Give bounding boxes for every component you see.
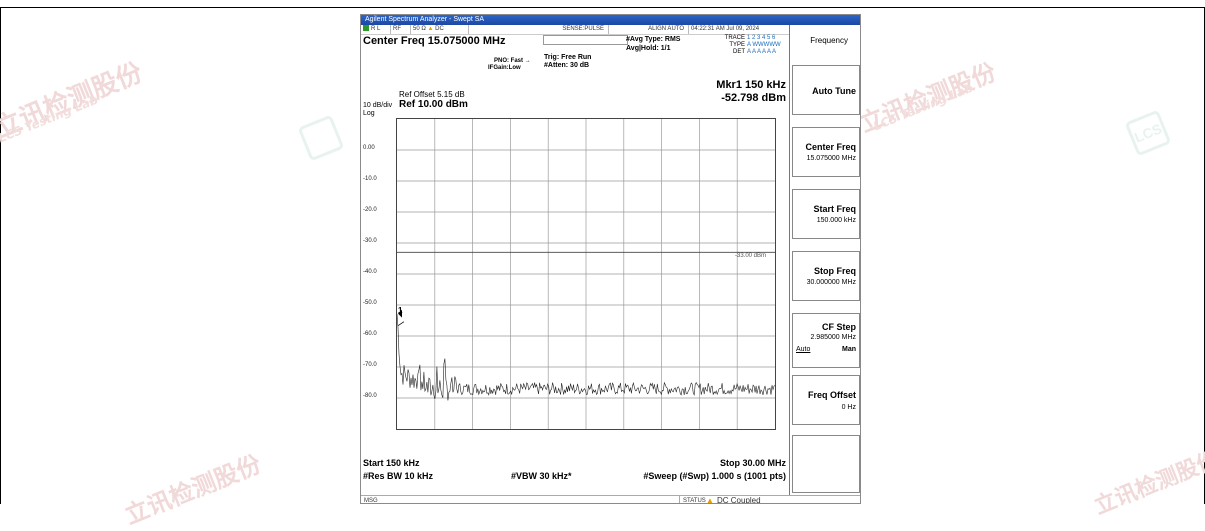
frequency-menu-title: Frequency xyxy=(792,27,860,55)
sweep-readout: #Sweep (#Swp) 1.000 s (1001 pts) xyxy=(643,471,786,481)
avg-hold-label: Avg|Hold: 1/1 xyxy=(626,45,671,52)
y-tick-label: -50.0 xyxy=(363,300,377,306)
impedance-indicator: 50 Ω ▲ DC xyxy=(411,25,469,34)
watermark-text: 立讯检测股份 xyxy=(120,449,265,530)
cf-step-button[interactable]: CF Step 2.985000 MHz Auto Man xyxy=(792,313,860,368)
start-freq-button[interactable]: Start Freq 150.000 kHz xyxy=(792,189,860,239)
rl-indicator: R L xyxy=(361,25,391,34)
atten-label: #Atten: 30 dB xyxy=(544,62,590,69)
lxi-icon xyxy=(363,25,369,32)
trig-label: Trig: Free Run xyxy=(544,54,592,61)
rf-indicator: RF xyxy=(391,25,411,34)
auto-tune-button[interactable]: Auto Tune xyxy=(792,65,860,115)
type-value: A WWWWW xyxy=(747,42,781,48)
watermark-text: 立讯检测股份 xyxy=(1091,447,1205,520)
rl-label: R L xyxy=(371,26,381,32)
arrow-icon: → xyxy=(524,58,531,64)
status-row: R L RF 50 Ω ▲ DC SENSE:PULSE ALIGN AUTO … xyxy=(361,25,789,35)
pno-label: PNO: Fast → xyxy=(494,58,531,64)
start-freq-readout: Start 150 kHz xyxy=(363,458,420,468)
warning-icon: ▲ xyxy=(706,496,714,504)
warning-icon: ▲ xyxy=(427,26,434,32)
table-border-left xyxy=(0,7,1,504)
det-value: A A A A A A xyxy=(747,49,777,55)
impedance-label: 50 Ω xyxy=(413,26,426,32)
watermark-text: LCS Testing Lab xyxy=(0,92,101,146)
y-tick-label: -70.0 xyxy=(363,362,377,368)
y-tick-label: -60.0 xyxy=(363,331,377,337)
watermark-text: LCS Testing Lab xyxy=(871,80,976,134)
y-tick-label: -80.0 xyxy=(363,393,377,399)
empty-softkey[interactable] xyxy=(792,435,860,493)
marker-freq: Mkr1 150 kHz xyxy=(716,79,786,91)
watermark-logo xyxy=(297,114,345,162)
det-label: DET xyxy=(733,49,745,55)
freq-offset-button[interactable]: Freq Offset 0 Hz xyxy=(792,375,860,425)
marker-number: 1 xyxy=(398,306,403,315)
ref-level: Ref 10.00 dBm xyxy=(399,99,468,110)
trace-numbers: 1 2 3 4 5 6 xyxy=(747,35,776,41)
dc-label: DC xyxy=(435,26,444,32)
y-tick-label: -40.0 xyxy=(363,269,377,275)
ifgain-label: IFGain:Low xyxy=(488,65,521,71)
stop-freq-readout: Stop 30.00 MHz xyxy=(719,458,786,468)
display-line-label: -33.00 dBm xyxy=(735,253,767,259)
scale-per-div: 10 dB/div xyxy=(363,102,393,109)
watermark-text: 立讯检测股份 xyxy=(855,57,1000,138)
center-freq-readout[interactable]: Center Freq 15.075000 MHz xyxy=(363,35,506,47)
watermark-text: 立讯检测股份 xyxy=(0,57,147,144)
table-border-top xyxy=(0,7,1205,8)
y-tick-label: -20.0 xyxy=(363,207,377,213)
spectrum-trace xyxy=(397,313,775,401)
y-tick-label: -30.0 xyxy=(363,238,377,244)
watermark-logo: LCS xyxy=(1124,109,1172,157)
msg-label: MSG xyxy=(364,498,378,504)
spectrum-plot[interactable]: -33.00 dBm 1 xyxy=(396,118,776,430)
vbw-readout: #VBW 30 kHz* xyxy=(511,471,572,481)
marker-diamond xyxy=(398,309,402,318)
cf-man-option[interactable]: Man xyxy=(842,346,856,353)
align-indicator: ALIGN AUTO xyxy=(609,25,689,34)
status-text: DC Coupled xyxy=(717,496,761,504)
type-label: TYPE xyxy=(729,42,745,48)
y-tick-label: 0.00 xyxy=(363,145,375,151)
scale-type: Log xyxy=(363,110,375,117)
ref-offset: Ref Offset 5.15 dB xyxy=(399,90,465,99)
marker-arrow xyxy=(397,321,405,326)
window-title: Agilent Spectrum Analyzer - Swept SA xyxy=(361,15,860,25)
cf-auto-option[interactable]: Auto xyxy=(796,346,811,353)
status-label: STATUS xyxy=(679,496,706,503)
softkey-panel: Frequency Auto Tune Center Freq 15.07500… xyxy=(789,25,860,495)
message-bar: MSG STATUS ▲ DC Coupled xyxy=(361,495,860,504)
avg-type-label: #Avg Type: RMS xyxy=(626,36,681,43)
sense-indicator: SENSE:PULSE xyxy=(469,25,609,34)
y-tick-label: -10.0 xyxy=(363,176,377,182)
rbw-readout: #Res BW 10 kHz xyxy=(363,471,434,481)
input-box[interactable] xyxy=(543,35,628,45)
stop-freq-button[interactable]: Stop Freq 30.000000 MHz xyxy=(792,251,860,301)
marker-level: -52.798 dBm xyxy=(721,92,786,104)
trace-label: TRACE xyxy=(724,35,745,41)
trace-svg xyxy=(397,119,775,429)
datetime: 04:22:31 AM Jul 09, 2024 xyxy=(691,26,760,32)
center-freq-button[interactable]: Center Freq 15.075000 MHz xyxy=(792,127,860,177)
spectrum-analyzer-screen: Agilent Spectrum Analyzer - Swept SA R L… xyxy=(360,14,861,504)
